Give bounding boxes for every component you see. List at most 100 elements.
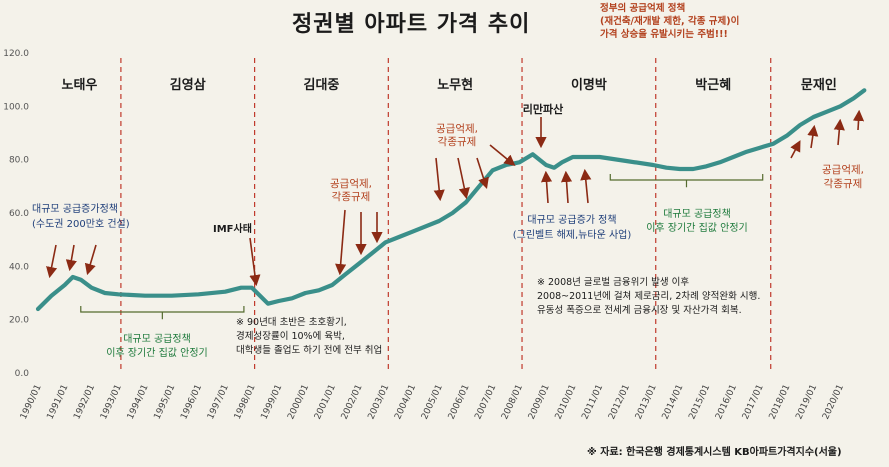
regime-label: 노태우 bbox=[62, 78, 98, 93]
annotation-imf-note: 경제성장률이 10%에 육박, bbox=[236, 330, 345, 342]
y-tick-label: 0.0 bbox=[15, 369, 30, 379]
x-tick-label: 1994/01 bbox=[126, 383, 151, 421]
y-tick-label: 20.0 bbox=[9, 316, 29, 326]
x-tick-label: 1998/01 bbox=[233, 383, 258, 421]
y-tick-label: 120.0 bbox=[3, 49, 29, 59]
y-tick-label: 60.0 bbox=[9, 209, 29, 219]
arrow bbox=[46, 244, 58, 279]
arrow-layer bbox=[46, 109, 865, 287]
regime-labels: 노태우 김영삼 김대중 노무현 이명박 박근혜 문재인 bbox=[62, 77, 837, 93]
x-tick-label: 2020/01 bbox=[821, 383, 846, 421]
source-note: ※ 자료: 한국은행 경제통계시스템 KB아파트가격지수(서울) bbox=[587, 447, 842, 458]
regime-label: 문재인 bbox=[801, 77, 837, 93]
y-tick-label: 100.0 bbox=[3, 102, 29, 112]
x-tick-label: 1997/01 bbox=[206, 383, 231, 421]
x-tick-label: 1999/01 bbox=[260, 383, 285, 421]
axis-layer: 0.0 20.0 40.0 60.0 80.0 100.0 120.0 1990/01 1991… bbox=[3, 49, 846, 421]
arrow bbox=[457, 157, 470, 200]
bracket bbox=[80, 306, 245, 320]
arrow bbox=[433, 157, 445, 202]
annotation-kdj: 각종규제 bbox=[332, 191, 371, 203]
x-tick-label: 2016/01 bbox=[714, 383, 739, 421]
period-brackets bbox=[80, 174, 764, 320]
annotation-crisis: ※ 2008년 글로벌 금융위기 발생 이후 bbox=[537, 276, 689, 288]
x-tick-label: 2000/01 bbox=[286, 383, 311, 421]
x-tick-label: 2014/01 bbox=[661, 383, 686, 421]
series-layer bbox=[35, 88, 867, 312]
x-tick-label: 2013/01 bbox=[634, 383, 659, 421]
regime-label: 박근혜 bbox=[695, 77, 731, 93]
arrow bbox=[84, 244, 97, 276]
x-tick-label: 1992/01 bbox=[72, 383, 97, 421]
x-tick-label: 2001/01 bbox=[313, 383, 338, 421]
x-tick-label: 1996/01 bbox=[179, 383, 204, 421]
regime-label: 노무현 bbox=[437, 77, 473, 93]
annotation-park-supply: 대규모 공급정책 bbox=[663, 208, 731, 220]
x-tick-label: 2003/01 bbox=[366, 383, 391, 421]
x-tick-label: 2004/01 bbox=[393, 383, 418, 421]
x-tick-label: 2017/01 bbox=[741, 383, 766, 421]
annotation-roh: 공급억제, bbox=[436, 123, 478, 135]
top-note-line: 정부의 공급억제 정책 bbox=[600, 3, 686, 14]
series-line bbox=[35, 88, 867, 312]
arrow bbox=[852, 109, 865, 131]
bracket bbox=[609, 174, 764, 188]
y-tick-label: 40.0 bbox=[9, 262, 29, 272]
regime-label: 김대중 bbox=[304, 78, 340, 93]
x-tick-label: 2015/01 bbox=[687, 383, 712, 421]
annotation-supply-bottom: 이후 장기간 집값 안정기 bbox=[106, 347, 208, 359]
annotation-crisis: 유동성 폭증으로 전세계 금융시장 및 자산가격 회복. bbox=[537, 304, 742, 316]
annotation-park-supply: 이후 장기간 집값 안정기 bbox=[646, 222, 748, 234]
arrow bbox=[65, 244, 77, 272]
arrow bbox=[807, 124, 819, 149]
x-tick-label: 2019/01 bbox=[794, 383, 819, 421]
x-tick-label: 1990/01 bbox=[19, 383, 44, 421]
top-note-line: (재건축/재개발 제한, 각종 규제)이 bbox=[600, 16, 740, 27]
annotation-crisis: 2008~2011년에 걸쳐 제로금리, 2차례 양적완화 시행. bbox=[537, 290, 760, 302]
x-tick-label: 1991/01 bbox=[46, 383, 71, 421]
arrow bbox=[489, 144, 516, 167]
top-note: 정부의 공급억제 정책 (재건축/재개발 제한, 각종 규제)이 가격 상승을 … bbox=[600, 2, 885, 41]
annotation-lee-supply: (그린벨트 해제,뉴타운 사업) bbox=[513, 228, 632, 241]
x-tick-label: 2008/01 bbox=[500, 383, 525, 421]
regime-dividers bbox=[120, 58, 772, 372]
x-tick-label: 1993/01 bbox=[99, 383, 124, 421]
annotation-supply-top: (수도권 200만호 건설) bbox=[32, 218, 130, 230]
annotation-supply-bottom: 대규모 공급정책 bbox=[123, 333, 191, 345]
arrow bbox=[790, 140, 801, 159]
x-tick-label: 2006/01 bbox=[447, 383, 472, 421]
x-tick-label: 2018/01 bbox=[768, 383, 793, 421]
annotation-imf-note: ※ 90년대 초반은 초호황기, bbox=[236, 317, 347, 328]
x-tick-label: 2012/01 bbox=[607, 383, 632, 421]
chart-title: 정권별 아파트 가격 추이 bbox=[292, 12, 531, 37]
x-tick-label: 2007/01 bbox=[473, 383, 498, 421]
arrow bbox=[476, 157, 489, 190]
x-tick-label: 2010/01 bbox=[554, 383, 579, 421]
arrow bbox=[249, 237, 261, 287]
annotation-moon: 각종규제 bbox=[824, 178, 863, 190]
arrow bbox=[833, 118, 845, 146]
annotation-lehman: 리만파산 bbox=[523, 102, 563, 116]
annotation-imf-note: 대학생들 졸업도 하기 전에 전부 취업 bbox=[236, 344, 382, 356]
y-tick-label: 80.0 bbox=[9, 156, 29, 166]
annotation-lee-supply: 대규모 공급증가 정책 bbox=[527, 214, 616, 226]
annotation-moon: 공급억제, bbox=[822, 164, 864, 176]
annotation-imf: IMF사태 bbox=[213, 222, 252, 235]
x-tick-label: 1995/01 bbox=[153, 383, 178, 421]
annotation-roh: 각종규제 bbox=[438, 136, 477, 148]
regime-label: 김영삼 bbox=[170, 77, 206, 93]
annotation-supply-top: 대규모 공급증가정책 bbox=[32, 203, 118, 215]
annotation-kdj: 공급억제, bbox=[330, 178, 372, 190]
x-tick-label: 2005/01 bbox=[420, 383, 445, 421]
x-tick-label: 2002/01 bbox=[340, 383, 365, 421]
arrow bbox=[580, 168, 592, 204]
x-tick-label: 2011/01 bbox=[580, 383, 605, 421]
regime-label: 이명박 bbox=[571, 77, 607, 93]
arrow bbox=[540, 170, 553, 204]
arrow bbox=[335, 209, 347, 276]
top-note-line: 가격 상승을 유발시키는 주범!!! bbox=[600, 29, 728, 40]
x-tick-label: 2009/01 bbox=[527, 383, 552, 421]
arrow bbox=[560, 170, 573, 204]
